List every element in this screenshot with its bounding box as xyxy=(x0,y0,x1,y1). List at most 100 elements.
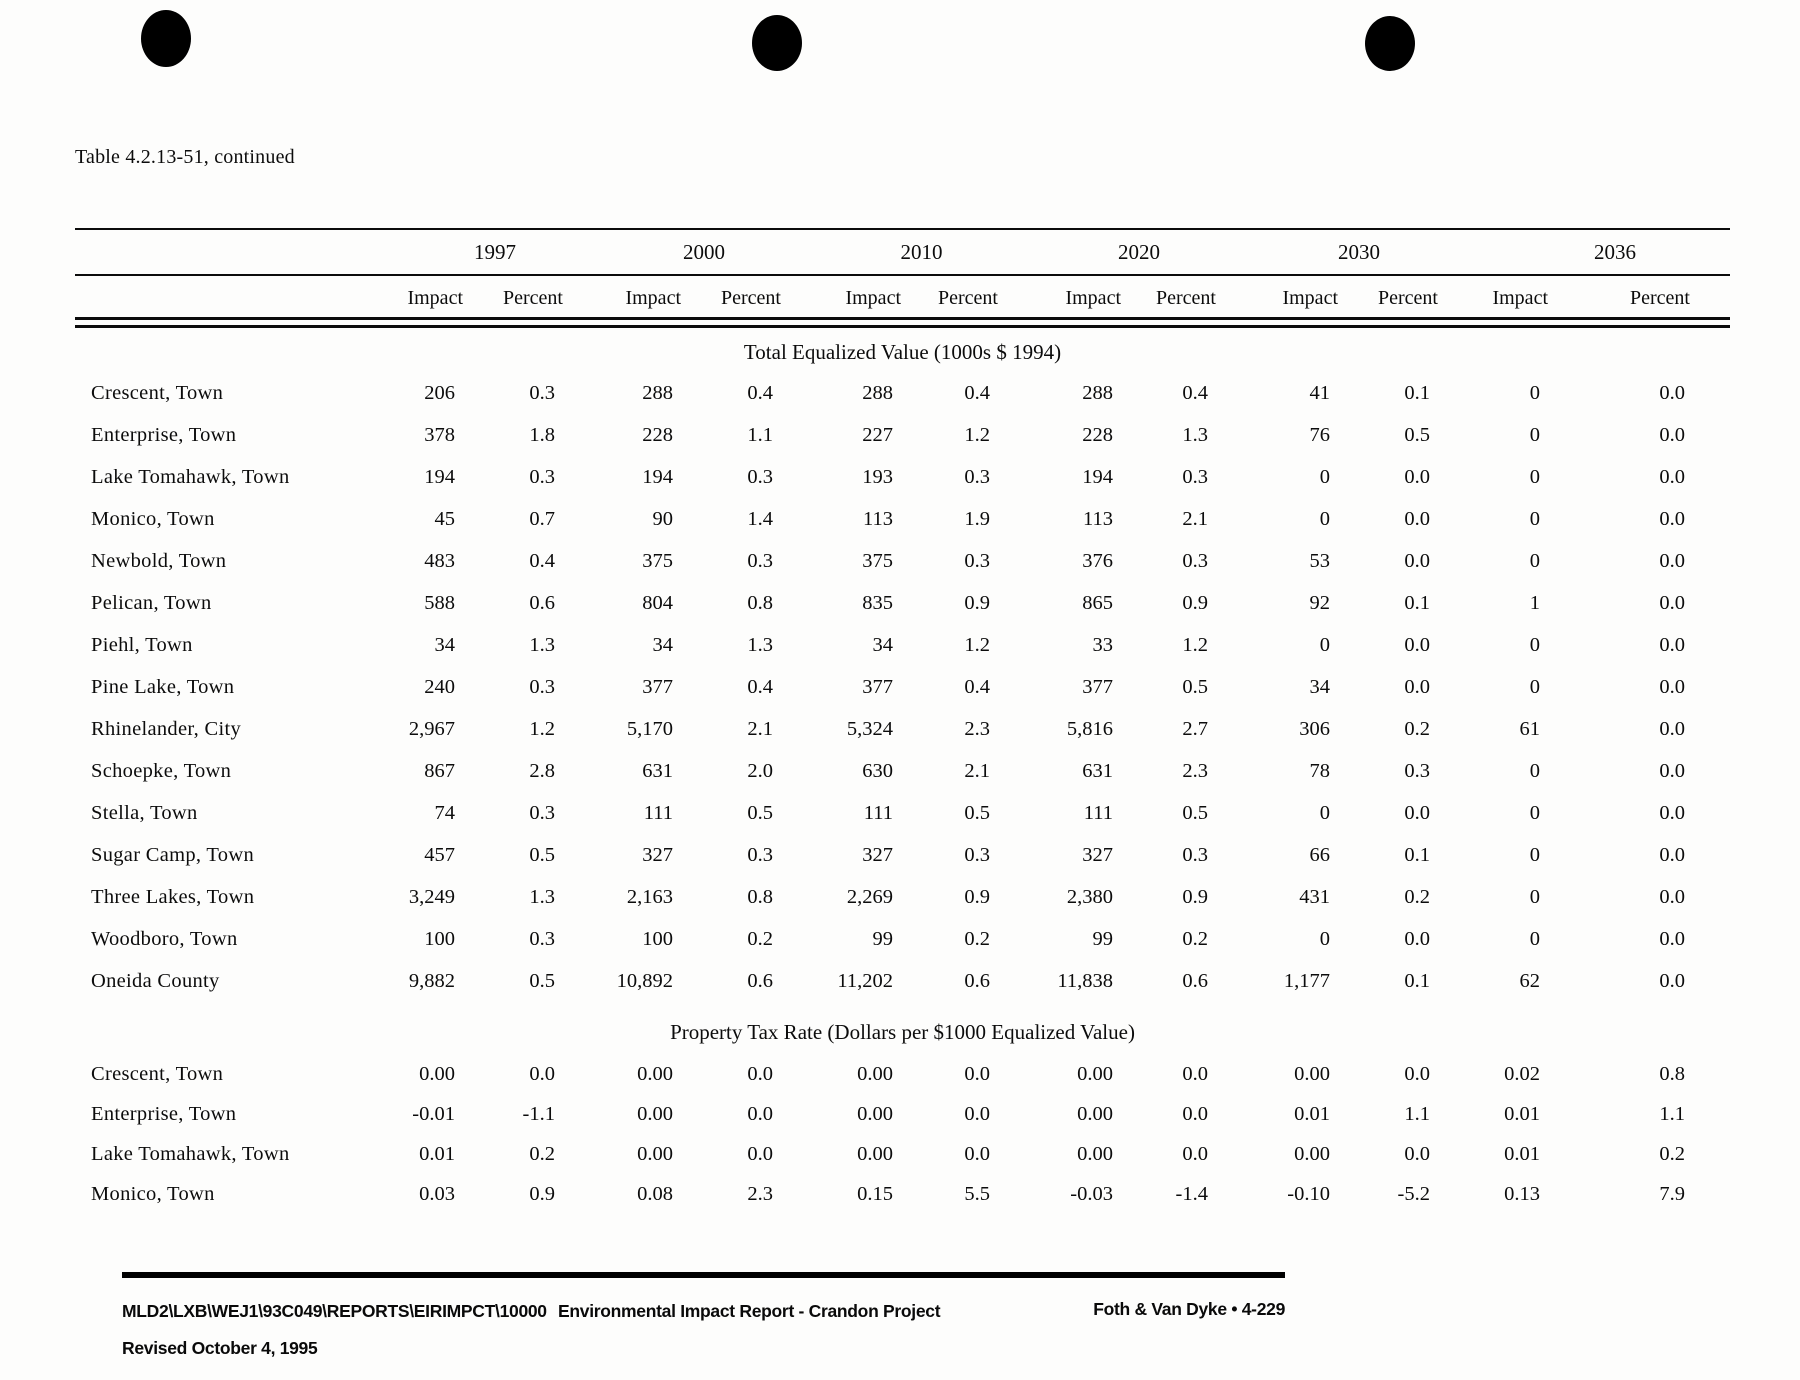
row-label: Monico, Town xyxy=(91,508,215,530)
percent-cell: 0.3 xyxy=(1404,760,1430,782)
impact-cell: 206 xyxy=(424,382,455,404)
impact-cell: 0.00 xyxy=(857,1103,893,1125)
percent-cell: 0.7 xyxy=(529,508,555,530)
percent-cell: 0.0 xyxy=(747,1063,773,1085)
percent-cell: 0.2 xyxy=(529,1143,555,1165)
impact-cell: 228 xyxy=(642,424,673,446)
percent-cell: 2.1 xyxy=(1182,508,1208,530)
percent-cell: 2.1 xyxy=(747,718,773,740)
percent-cell: 1.3 xyxy=(529,634,555,656)
impact-cell: 9,882 xyxy=(408,970,455,992)
footer-report-title: Environmental Impact Report - Crandon Pr… xyxy=(558,1301,941,1321)
impact-cell: 0 xyxy=(1319,466,1330,488)
impact-cell: 377 xyxy=(862,676,893,698)
percent-cell: 2.3 xyxy=(964,718,990,740)
impact-cell: 111 xyxy=(643,802,673,824)
impact-cell: -0.03 xyxy=(1070,1183,1113,1205)
impact-cell: 66 xyxy=(1309,844,1331,866)
row-label: Stella, Town xyxy=(91,802,198,824)
row-label: Pine Lake, Town xyxy=(91,676,235,698)
column-header-impact: Impact xyxy=(1282,287,1338,309)
impact-cell: 74 xyxy=(434,802,456,824)
impact-cell: 90 xyxy=(652,508,674,530)
impact-cell: 227 xyxy=(862,424,893,446)
impact-cell: 0 xyxy=(1319,928,1330,950)
column-header-impact: Impact xyxy=(625,287,681,309)
percent-cell: 0.1 xyxy=(1404,382,1430,404)
impact-cell: 194 xyxy=(1082,466,1113,488)
impact-cell: 113 xyxy=(863,508,893,530)
percent-cell: 0.5 xyxy=(1182,802,1208,824)
impact-cell: 228 xyxy=(1082,424,1113,446)
impact-cell: 53 xyxy=(1309,550,1331,572)
percent-cell: 0.0 xyxy=(1659,466,1685,488)
impact-cell: 0 xyxy=(1529,508,1540,530)
percent-cell: 0.9 xyxy=(1182,592,1208,614)
footer-divider-bar xyxy=(122,1272,1285,1278)
percent-cell: 0.4 xyxy=(964,676,990,698)
impact-cell: 0 xyxy=(1319,802,1330,824)
percent-cell: -1.4 xyxy=(1175,1183,1208,1205)
percent-cell: 0.0 xyxy=(1182,1103,1208,1125)
percent-cell: 0.3 xyxy=(747,550,773,572)
year-header: 2030 xyxy=(1338,240,1380,264)
year-header-spacer xyxy=(75,230,365,274)
percent-cell: 0.2 xyxy=(1659,1143,1685,1165)
percent-cell: 0.5 xyxy=(529,970,555,992)
table-row: Schoepke, Town 867 2.8 631 2.0 630 2.1 631 2.3 78… xyxy=(75,750,1730,792)
percent-cell: 0.0 xyxy=(1404,508,1430,530)
impact-cell: 111 xyxy=(1083,802,1113,824)
impact-cell: 0.01 xyxy=(1294,1103,1330,1125)
footer-firm-page-number: Foth & Van Dyke • 4-229 xyxy=(1093,1299,1285,1319)
table-row: Enterprise, Town -0.01 -1.1 0.00 0.0 0.00 0.0 0… xyxy=(75,1094,1730,1134)
percent-cell: 0.8 xyxy=(747,592,773,614)
year-header: 2000 xyxy=(683,240,725,264)
impact-cell: 0.03 xyxy=(419,1183,455,1205)
impact-cell: 34 xyxy=(872,634,894,656)
percent-cell: 1.9 xyxy=(964,508,990,530)
percent-cell: 0.1 xyxy=(1404,970,1430,992)
table-title: Table 4.2.13-51, continued xyxy=(75,146,295,168)
impact-cell: 0 xyxy=(1529,760,1540,782)
percent-cell: 0.9 xyxy=(964,592,990,614)
impact-cell: 867 xyxy=(424,760,455,782)
row-label: Pelican, Town xyxy=(91,592,212,614)
column-header-percent: Percent xyxy=(503,287,563,309)
impact-cell: 0.00 xyxy=(1077,1103,1113,1125)
impact-cell: 376 xyxy=(1082,550,1113,572)
percent-cell: 0.3 xyxy=(529,802,555,824)
percent-cell: 0.4 xyxy=(747,382,773,404)
percent-cell: 2.0 xyxy=(747,760,773,782)
impact-cell: 0 xyxy=(1319,508,1330,530)
impact-cell: 375 xyxy=(862,550,893,572)
column-header-percent: Percent xyxy=(721,287,781,309)
footer-document-code: MLD2\LXB\WEJ1\93C049\REPORTS\EIRIMPCT\10… xyxy=(122,1301,547,1321)
impact-cell: 457 xyxy=(424,844,455,866)
impact-cell: 378 xyxy=(424,424,455,446)
column-header-spacer xyxy=(75,276,365,320)
impact-cell: 431 xyxy=(1299,886,1330,908)
column-header-row: Impact Percent Impact Percent Impact Per… xyxy=(75,276,1730,317)
percent-cell: 0.0 xyxy=(747,1103,773,1125)
impact-cell: 377 xyxy=(642,676,673,698)
row-label: Rhinelander, City xyxy=(91,718,242,740)
section-header: Total Equalized Value (1000s $ 1994) xyxy=(743,340,1062,364)
row-label: Newbold, Town xyxy=(91,550,227,572)
impact-cell: 100 xyxy=(642,928,673,950)
percent-cell: 0.0 xyxy=(1659,886,1685,908)
impact-cell: 240 xyxy=(424,676,455,698)
column-header-impact: Impact xyxy=(845,287,901,309)
impact-cell: 194 xyxy=(424,466,455,488)
percent-cell: 0.0 xyxy=(1182,1063,1208,1085)
percent-cell: 0.5 xyxy=(1182,676,1208,698)
impact-cell: 288 xyxy=(862,382,893,404)
impact-cell: 5,324 xyxy=(846,718,893,740)
row-label: Oneida County xyxy=(91,970,220,992)
impact-cell: 0.02 xyxy=(1504,1063,1540,1085)
impact-cell: 34 xyxy=(652,634,674,656)
percent-cell: 0.0 xyxy=(1404,802,1430,824)
percent-cell: 0.4 xyxy=(747,676,773,698)
impact-cell: 327 xyxy=(862,844,893,866)
impact-cell: 288 xyxy=(1082,382,1113,404)
impact-cell: 0.00 xyxy=(637,1103,673,1125)
